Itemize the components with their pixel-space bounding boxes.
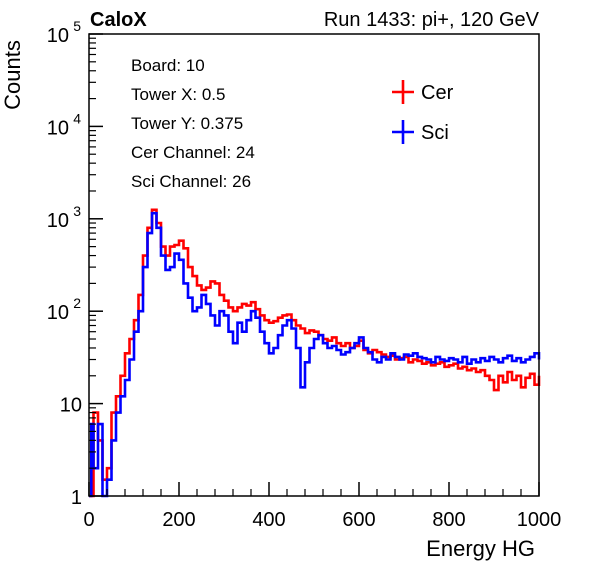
info-cer-channel: Cer Channel: 24 [131,143,255,162]
x-axis-title: Energy HG [426,536,535,561]
legend-label-cer: Cer [421,82,454,104]
y-tick-label: 10 [47,210,69,232]
y-tick-exponent: 4 [73,110,81,126]
x-tick-label: 0 [83,509,94,531]
info-box [120,48,360,198]
x-axis: 0 200 400 600 800 1000 [83,482,561,531]
legend-label-sci: Sci [421,122,449,144]
x-tick-label: 200 [162,509,195,531]
y-tick-label: 10 [47,302,69,324]
plot-area [89,208,541,498]
y-axis-title: Counts [0,40,25,110]
info-sci-channel: Sci Channel: 26 [131,172,251,191]
y-tick-label: 10 [47,25,69,47]
y-tick-exponent: 5 [73,18,81,34]
series-cer-line [89,208,541,498]
y-tick-exponent: 2 [73,295,81,311]
experiment-label: CaloX [90,9,147,31]
info-board: Board: 10 [131,56,205,75]
y-tick-label: 1 [71,487,82,509]
x-tick-label: 400 [252,509,285,531]
legend: Cer Sci [392,80,454,144]
x-tick-label: 600 [342,509,375,531]
series-sci-line [89,211,541,498]
x-tick-label: 800 [432,509,465,531]
y-tick-label: 10 [60,395,82,417]
info-tower-x: Tower X: 0.5 [131,85,226,104]
run-info-label: Run 1433: pi+, 120 GeV [324,9,540,31]
y-tick-label: 10 [47,117,69,139]
y-tick-exponent: 3 [73,203,81,219]
x-tick-label: 1000 [517,509,562,531]
plot-frame [88,33,540,497]
info-tower-y: Tower Y: 0.375 [131,114,243,133]
